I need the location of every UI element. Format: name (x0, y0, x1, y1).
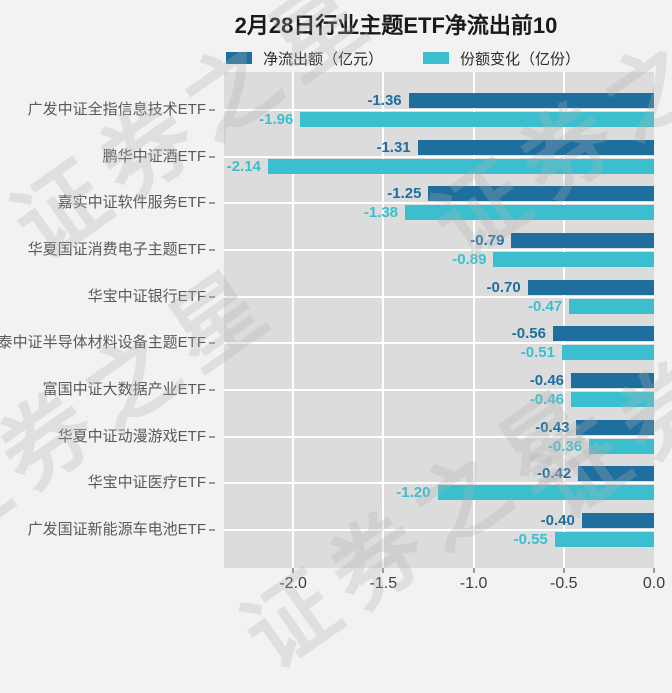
category-label: 华宝中证银行ETF (87, 287, 206, 305)
bar-share-change (589, 438, 654, 454)
category-tick (209, 155, 215, 158)
category-label: 华宝中证医疗ETF (87, 474, 206, 492)
bar-share-change (493, 252, 654, 267)
category-tick (209, 202, 215, 205)
x-axis-tick-label: -1.5 (369, 575, 398, 592)
value-label-share-change: -0.36 (547, 437, 583, 455)
x-axis-tick (382, 568, 385, 573)
value-label-share-change: -1.38 (363, 204, 399, 222)
x-axis-tick-label: -0.5 (549, 575, 578, 592)
gridline-horizontal (224, 109, 654, 111)
legend-swatch-net-outflow (226, 52, 252, 64)
bar-share-change (562, 345, 654, 361)
x-axis-tick-label: -1.0 (459, 575, 488, 592)
value-label-share-change: -0.51 (520, 344, 555, 362)
category-tick (209, 342, 215, 345)
bar-share-change (437, 485, 654, 501)
category-label: 嘉实中证软件服务ETF (57, 194, 206, 212)
gridline-horizontal (224, 482, 654, 485)
category-label: 广发国证新能源车电池ETF (27, 521, 206, 538)
gridline-horizontal (224, 435, 654, 438)
bar-share-change (554, 532, 654, 547)
x-axis-tick (653, 568, 655, 573)
x-axis-tick-label: 0.0 (642, 575, 666, 592)
category-label: 国泰中证半导体材料设备主题ETF (0, 334, 206, 352)
bar-net-outflow (428, 186, 654, 202)
category-tick (209, 295, 215, 298)
category-tick (209, 482, 215, 485)
bar-net-outflow (511, 233, 654, 248)
value-label-share-change: -2.14 (226, 157, 261, 175)
bar-net-outflow (571, 373, 654, 388)
category-tick (209, 109, 215, 111)
gridline-horizontal (224, 389, 654, 391)
value-label-net-outflow: -0.70 (486, 278, 521, 296)
x-axis-tick-label: -2.0 (279, 575, 307, 592)
category-label: 富国中证大数据产业ETF (42, 381, 206, 398)
value-label-share-change: -0.89 (452, 251, 487, 268)
gridline-vertical (562, 72, 565, 568)
gridline-vertical (472, 72, 475, 568)
category-label: 鹏华中证酒ETF (102, 147, 206, 165)
gridline-horizontal (224, 342, 654, 345)
category-tick (209, 529, 215, 531)
value-label-net-outflow: -0.56 (511, 325, 546, 343)
gridline-vertical (292, 72, 295, 568)
bar-net-outflow (576, 419, 654, 435)
plot-area: -1.36 -1.96 -1.31 -2.14 -1.25 -1.38 -0.79 -0.89… (224, 72, 654, 568)
bar-net-outflow (552, 326, 654, 342)
gridline-horizontal (224, 202, 654, 205)
gridline-horizontal (224, 155, 654, 158)
bar-net-outflow (408, 93, 654, 108)
bar-net-outflow (581, 513, 654, 528)
value-label-net-outflow: -0.79 (470, 232, 505, 249)
gridline-horizontal (224, 295, 654, 298)
category-label: 华夏中证动漫游戏ETF (57, 427, 206, 445)
bar-net-outflow (417, 139, 654, 155)
value-label-net-outflow: -1.36 (367, 92, 402, 109)
value-label-net-outflow: -0.46 (529, 372, 565, 389)
value-label-share-change: -0.46 (529, 391, 565, 408)
gridline-horizontal (224, 529, 654, 531)
gridline-horizontal (224, 249, 654, 251)
value-label-share-change: -0.47 (528, 297, 563, 315)
category-label: 广发中证全指信息技术ETF (27, 101, 206, 118)
category-label: 华夏国证消费电子主题ETF (27, 241, 206, 258)
chart-legend: 净流出额（亿元） 份额变化（亿份） (226, 48, 580, 69)
value-label-net-outflow: -1.25 (387, 185, 422, 203)
value-label-share-change: -1.20 (396, 484, 431, 502)
bar-share-change (267, 158, 654, 174)
value-label-share-change: -0.55 (513, 531, 548, 548)
legend-item-net-outflow[interactable]: 净流出额（亿元） (226, 48, 383, 69)
bar-net-outflow (578, 466, 654, 482)
bar-share-change (569, 298, 654, 314)
gridline-vertical (382, 72, 385, 568)
x-axis-tick (292, 568, 295, 573)
value-label-net-outflow: -0.43 (535, 418, 570, 436)
legend-label-share-change: 份额变化（亿份） (460, 50, 581, 68)
value-label-net-outflow: -0.42 (537, 465, 572, 483)
category-tick (209, 249, 215, 251)
category-tick (209, 435, 215, 438)
category-tick (209, 389, 215, 391)
x-axis-tick (562, 568, 565, 573)
bar-share-change (571, 392, 654, 407)
value-label-net-outflow: -0.40 (540, 512, 575, 529)
value-label-share-change: -1.96 (259, 111, 294, 128)
bar-net-outflow (527, 279, 654, 295)
legend-label-net-outflow: 净流出额（亿元） (263, 50, 384, 68)
value-label-net-outflow: -1.31 (376, 138, 411, 156)
chart-title: 2月28日行业主题ETF净流出前10 (234, 13, 558, 38)
x-axis-tick (472, 568, 475, 573)
legend-item-share-change[interactable]: 份额变化（亿份） (423, 48, 580, 69)
bar-share-change (300, 112, 654, 127)
legend-swatch-share-change (423, 52, 450, 64)
bar-share-change (405, 205, 654, 221)
